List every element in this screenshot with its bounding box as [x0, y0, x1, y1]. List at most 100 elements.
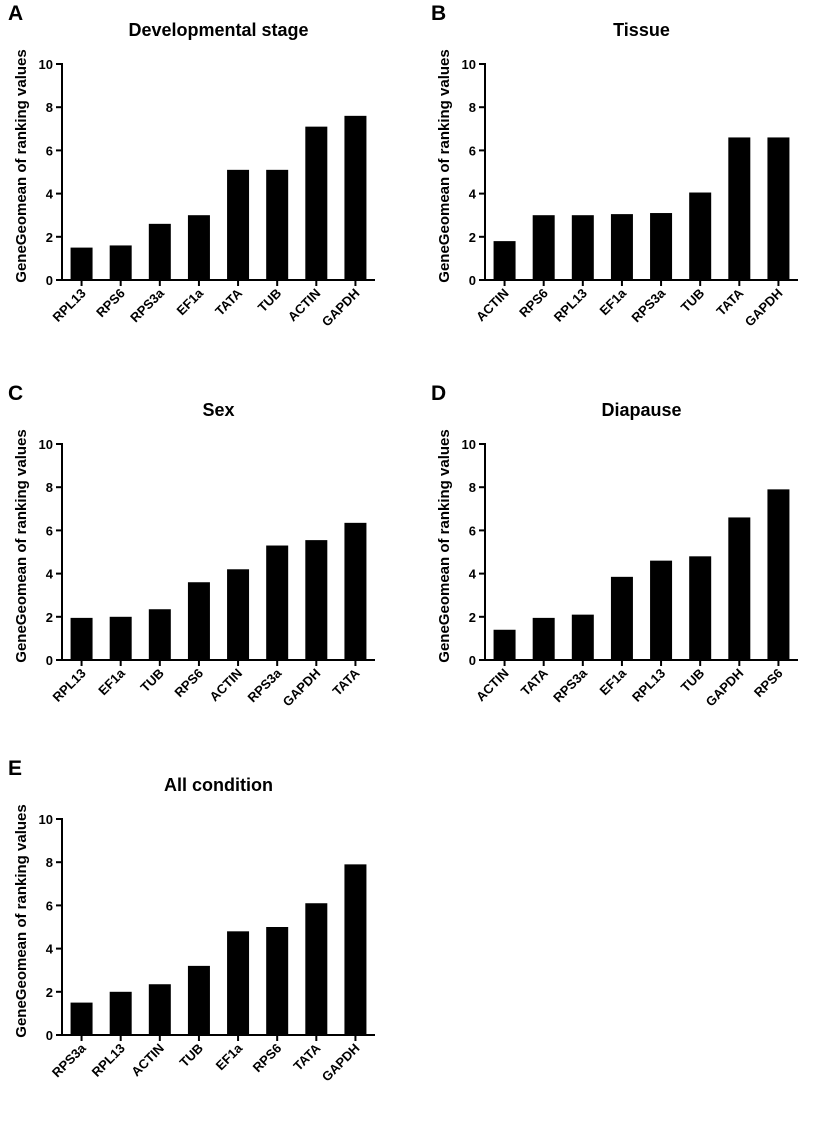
- y-axis-label: GeneGeomean of ranking values: [13, 429, 30, 662]
- bar-actin: [305, 126, 328, 280]
- x-tick-label: TATA: [329, 665, 362, 698]
- y-tick-label: 10: [39, 437, 53, 452]
- bar-actin: [148, 984, 171, 1035]
- bar-tata: [532, 617, 555, 660]
- bar-chart-svg: E All condition GeneGeomean of ranking val…: [8, 757, 375, 1085]
- chart-panel-b: B Tissue GeneGeomean of ranking values 0 2 4 6…: [423, 0, 823, 370]
- y-tick-label: 2: [469, 230, 476, 245]
- panel-letter: C: [8, 382, 23, 405]
- bar-gapdh: [728, 517, 751, 660]
- y-tick-label: 10: [39, 812, 53, 827]
- x-tick-label: ACTIN: [285, 286, 324, 325]
- x-tick-label: TATA: [713, 285, 746, 318]
- bar-ef1a: [187, 215, 210, 280]
- x-tick-label: GAPDH: [319, 1041, 363, 1085]
- y-tick-label: 6: [46, 898, 53, 913]
- bar-tub: [689, 192, 712, 280]
- x-tick-label: RPS3a: [49, 1040, 89, 1080]
- x-tick-label: RPL13: [49, 286, 88, 325]
- bar-tata: [305, 903, 328, 1035]
- chart-title: Developmental stage: [128, 20, 308, 40]
- bar-chart-svg: A Developmental stage GeneGeomean of ranki…: [8, 2, 375, 330]
- bar-tub: [187, 965, 210, 1035]
- chart-panel-d: D Diapause GeneGeomean of ranking values 0 2…: [423, 380, 823, 750]
- bar-rps3a: [571, 614, 594, 660]
- x-tick-label: TUB: [255, 286, 284, 315]
- x-tick-label: RPS6: [516, 286, 551, 321]
- bar-rps3a: [148, 223, 171, 280]
- x-tick-label: RPS6: [250, 1041, 285, 1076]
- y-tick-label: 4: [469, 187, 477, 202]
- x-tick-label: EF1a: [596, 665, 629, 698]
- x-tick-label: RPL13: [89, 1041, 128, 1080]
- bar-gapdh: [305, 540, 328, 660]
- x-tick-label: TUB: [678, 286, 707, 315]
- bar-rps3a: [70, 1002, 93, 1035]
- bar-tub: [689, 556, 712, 660]
- bar-actin: [227, 569, 250, 660]
- bar-rpl13: [70, 247, 93, 280]
- x-tick-label: EF1a: [596, 285, 629, 318]
- panel-letter: D: [431, 382, 446, 405]
- x-tick-label: EF1a: [95, 665, 128, 698]
- y-tick-label: 6: [469, 143, 476, 158]
- x-tick-label: EF1a: [173, 285, 206, 318]
- y-tick-label: 6: [46, 143, 53, 158]
- y-tick-label: 6: [46, 523, 53, 538]
- bar-actin: [493, 629, 516, 660]
- bar-rps3a: [266, 545, 289, 660]
- x-tick-label: TATA: [212, 285, 245, 318]
- x-tick-label: RPL13: [49, 666, 88, 705]
- chart-panel-c: C Sex GeneGeomean of ranking values 0 2 4 6 8 10…: [0, 380, 400, 750]
- y-axis-label: GeneGeomean of ranking values: [436, 49, 453, 282]
- chart-title: Sex: [202, 400, 234, 420]
- y-tick-label: 0: [469, 653, 476, 668]
- bar-gapdh: [344, 115, 367, 280]
- y-tick-label: 0: [469, 273, 476, 288]
- y-tick-label: 8: [469, 480, 476, 495]
- bar-ef1a: [610, 214, 633, 280]
- y-tick-label: 0: [46, 653, 53, 668]
- panel-letter: A: [8, 2, 23, 25]
- y-axis-label: GeneGeomean of ranking values: [13, 804, 30, 1037]
- chart-title: All condition: [164, 775, 273, 795]
- y-tick-label: 4: [46, 187, 54, 202]
- x-tick-label: RPS6: [751, 666, 786, 701]
- bar-chart-svg: C Sex GeneGeomean of ranking values 0 2 4 6 8 10…: [8, 382, 375, 709]
- bar-rps3a: [650, 213, 673, 280]
- bar-tub: [266, 169, 289, 280]
- y-tick-label: 8: [46, 855, 53, 870]
- bar-chart-svg: D Diapause GeneGeomean of ranking values 0 2…: [431, 382, 798, 709]
- x-tick-label: RPS6: [93, 286, 128, 321]
- bar-tata: [344, 522, 367, 660]
- x-tick-label: TATA: [290, 1040, 323, 1073]
- y-tick-label: 2: [46, 985, 53, 1000]
- bar-ef1a: [227, 931, 250, 1035]
- bar-gapdh: [767, 137, 790, 280]
- y-tick-label: 0: [46, 1028, 53, 1043]
- x-tick-label: GAPDH: [319, 286, 363, 330]
- chart-title: Tissue: [613, 20, 670, 40]
- bar-rpl13: [650, 560, 673, 660]
- y-tick-label: 10: [462, 57, 476, 72]
- panel-letter: E: [8, 757, 22, 780]
- x-tick-label: RPL13: [551, 286, 590, 325]
- y-tick-label: 4: [46, 567, 54, 582]
- chart-panel-a: A Developmental stage GeneGeomean of ranki…: [0, 0, 400, 370]
- bar-rpl13: [571, 215, 594, 280]
- x-tick-label: EF1a: [213, 1040, 246, 1073]
- y-axis-label: GeneGeomean of ranking values: [436, 429, 453, 662]
- bar-actin: [493, 241, 516, 280]
- bar-ef1a: [109, 616, 132, 660]
- x-tick-label: RPS3a: [550, 665, 590, 705]
- x-tick-label: TATA: [518, 665, 551, 698]
- bar-rps6: [767, 489, 790, 660]
- y-tick-label: 8: [469, 100, 476, 115]
- bar-tata: [227, 169, 250, 280]
- bar-rps6: [532, 215, 555, 280]
- bar-ef1a: [610, 576, 633, 660]
- y-tick-label: 2: [469, 610, 476, 625]
- bar-chart-svg: B Tissue GeneGeomean of ranking values 0 2 4 6…: [431, 2, 798, 330]
- x-tick-label: GAPDH: [742, 286, 786, 330]
- bar-tata: [728, 137, 751, 280]
